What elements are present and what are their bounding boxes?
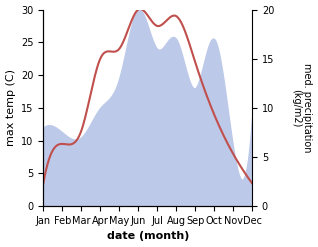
Y-axis label: med. precipitation
(kg/m2): med. precipitation (kg/m2) — [291, 63, 313, 153]
Y-axis label: max temp (C): max temp (C) — [5, 69, 16, 146]
X-axis label: date (month): date (month) — [107, 231, 189, 242]
